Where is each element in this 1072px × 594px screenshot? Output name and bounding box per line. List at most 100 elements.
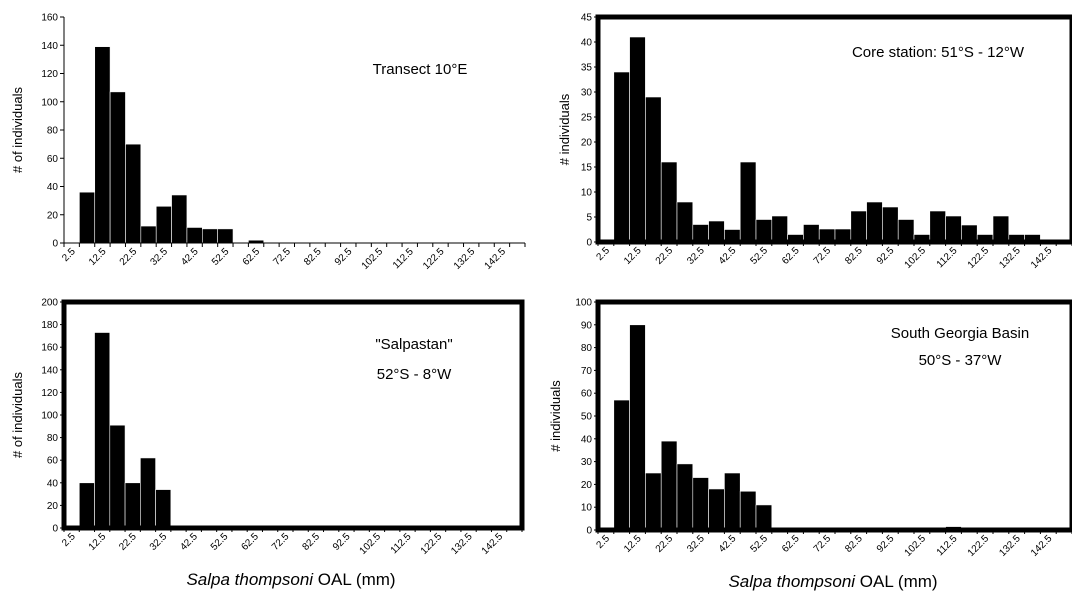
x-tick-label-92-5: 92.5 [333,246,355,268]
bar-57-5 [771,215,788,243]
bar-92-5 [882,206,899,243]
y-tick-label-20: 20 [47,210,59,221]
y-tick-label-40: 40 [47,182,59,193]
x-tick-label-2-5: 2.5 [60,531,78,549]
y-tick-label-50: 50 [581,412,593,423]
x-axis-title-right: Salpa thompsoni OAL (mm) [728,572,937,591]
bar-27-5 [140,225,157,244]
x-axis-title-unit: OAL (mm) [313,570,395,589]
y-tick-label-140: 140 [41,365,58,376]
y-tick-label-140: 140 [41,41,58,52]
y-tick-label-70: 70 [581,366,593,377]
y-tick-label-40: 40 [47,478,59,489]
panel-annotation: "Salpastan" [375,336,452,353]
y-tick-label-60: 60 [47,154,59,165]
bar-52-5 [755,504,773,531]
y-tick-label-25: 25 [581,113,593,124]
panel-annotation: 52°S - 8°W [377,366,452,383]
x-tick-label-12-5: 12.5 [622,245,644,267]
y-tick-label-0: 0 [52,524,58,535]
x-tick-label-112-5: 112.5 [935,533,960,558]
x-tick-label-132-5: 132.5 [997,245,1023,271]
bar-7-5 [613,399,630,531]
bar-37-5 [708,220,725,243]
x-tick-label-52-5: 52.5 [210,246,232,268]
y-tick-label-0: 0 [586,238,592,249]
panel-core-station: 2.5 12.5 22.5 32.5 42.5 52.5 62.5 72.5 82.5 92.5 1… [557,13,1072,271]
x-tick-label-82-5: 82.5 [300,531,322,553]
x-tick-label-122-5: 122.5 [966,245,992,271]
x-tick-label-92-5: 92.5 [875,245,897,267]
x-tick-label-12-5: 12.5 [87,246,109,268]
x-tick-label-142-5: 142.5 [1029,533,1055,559]
y-tick-label-10: 10 [581,503,593,514]
bar-87-5 [866,201,883,243]
x-tick-label-82-5: 82.5 [843,533,865,555]
x-tick-label-112-5: 112.5 [935,245,960,270]
y-tick-label-20: 20 [47,501,59,512]
y-tick-label-80: 80 [47,126,59,137]
y-axis-label: # individuals [548,380,563,452]
x-tick-label-42-5: 42.5 [178,531,200,553]
x-tick-label-112-5: 112.5 [391,246,416,271]
x-tick-label-52-5: 52.5 [748,245,770,267]
x-axis-title-left: Salpa thompsoni OAL (mm) [186,570,395,589]
y-tick-label-100: 100 [41,97,58,108]
x-tick-label-2-5: 2.5 [60,246,78,264]
bar-52-5 [217,228,234,244]
panel-annotation: Core station: 51°S - 12°W [852,44,1025,61]
x-tick-label-92-5: 92.5 [331,531,353,553]
bar-17-5 [645,472,662,531]
y-axis-label: # individuals [557,93,572,165]
panel-annotation: Transect 10°E [373,61,468,78]
bar-32-5 [692,224,709,243]
bar-67-5 [803,224,820,243]
bar-47-5 [202,228,218,244]
x-tick-label-142-5: 142.5 [1029,245,1055,271]
x-tick-label-82-5: 82.5 [843,245,865,267]
y-tick-label-100: 100 [41,411,58,422]
bar-107-5 [929,210,946,243]
y-tick-label-20: 20 [581,138,593,149]
bar-27-5 [140,457,156,529]
x-tick-label-72-5: 72.5 [812,245,834,267]
bar-52-5 [755,219,773,243]
x-tick-label-62-5: 62.5 [241,246,263,268]
x-tick-label-22-5: 22.5 [118,246,140,268]
y-tick-label-10: 10 [581,188,593,199]
y-axis-label: # of individuals [10,372,25,458]
y-tick-label-30: 30 [581,457,593,468]
bar-12-5 [94,332,111,529]
bar-127-5 [992,215,1010,243]
x-tick-label-42-5: 42.5 [717,533,739,555]
x-tick-label-52-5: 52.5 [748,533,770,555]
bar-27-5 [676,463,694,531]
x-tick-label-102-5: 102.5 [360,246,386,272]
y-tick-label-80: 80 [47,433,59,444]
y-tick-label-90: 90 [581,320,593,331]
bar-12-5 [629,324,646,531]
y-tick-label-5: 5 [586,213,592,224]
y-tick-label-20: 20 [581,480,593,491]
bar-22-5 [124,482,141,529]
bar-32-5 [155,205,172,244]
x-tick-label-142-5: 142.5 [483,246,509,272]
bar-32-5 [692,477,709,531]
y-tick-label-30: 30 [581,88,593,99]
bar-17-5 [109,91,126,244]
y-tick-label-45: 45 [581,13,593,24]
x-axis-title-unit: OAL (mm) [855,572,937,591]
bar-47-5 [739,490,757,531]
y-tick-label-160: 160 [41,13,58,24]
y-tick-label-35: 35 [581,63,593,74]
x-tick-label-132-5: 132.5 [452,246,478,272]
x-tick-label-22-5: 22.5 [117,531,139,553]
bar-42-5 [724,472,741,531]
y-tick-label-80: 80 [581,343,593,354]
x-tick-label-82-5: 82.5 [302,246,324,268]
x-tick-label-72-5: 72.5 [812,533,834,555]
bar-22-5 [125,143,142,244]
x-tick-label-132-5: 132.5 [997,533,1023,559]
x-tick-label-102-5: 102.5 [358,531,384,557]
x-tick-label-42-5: 42.5 [717,245,739,267]
